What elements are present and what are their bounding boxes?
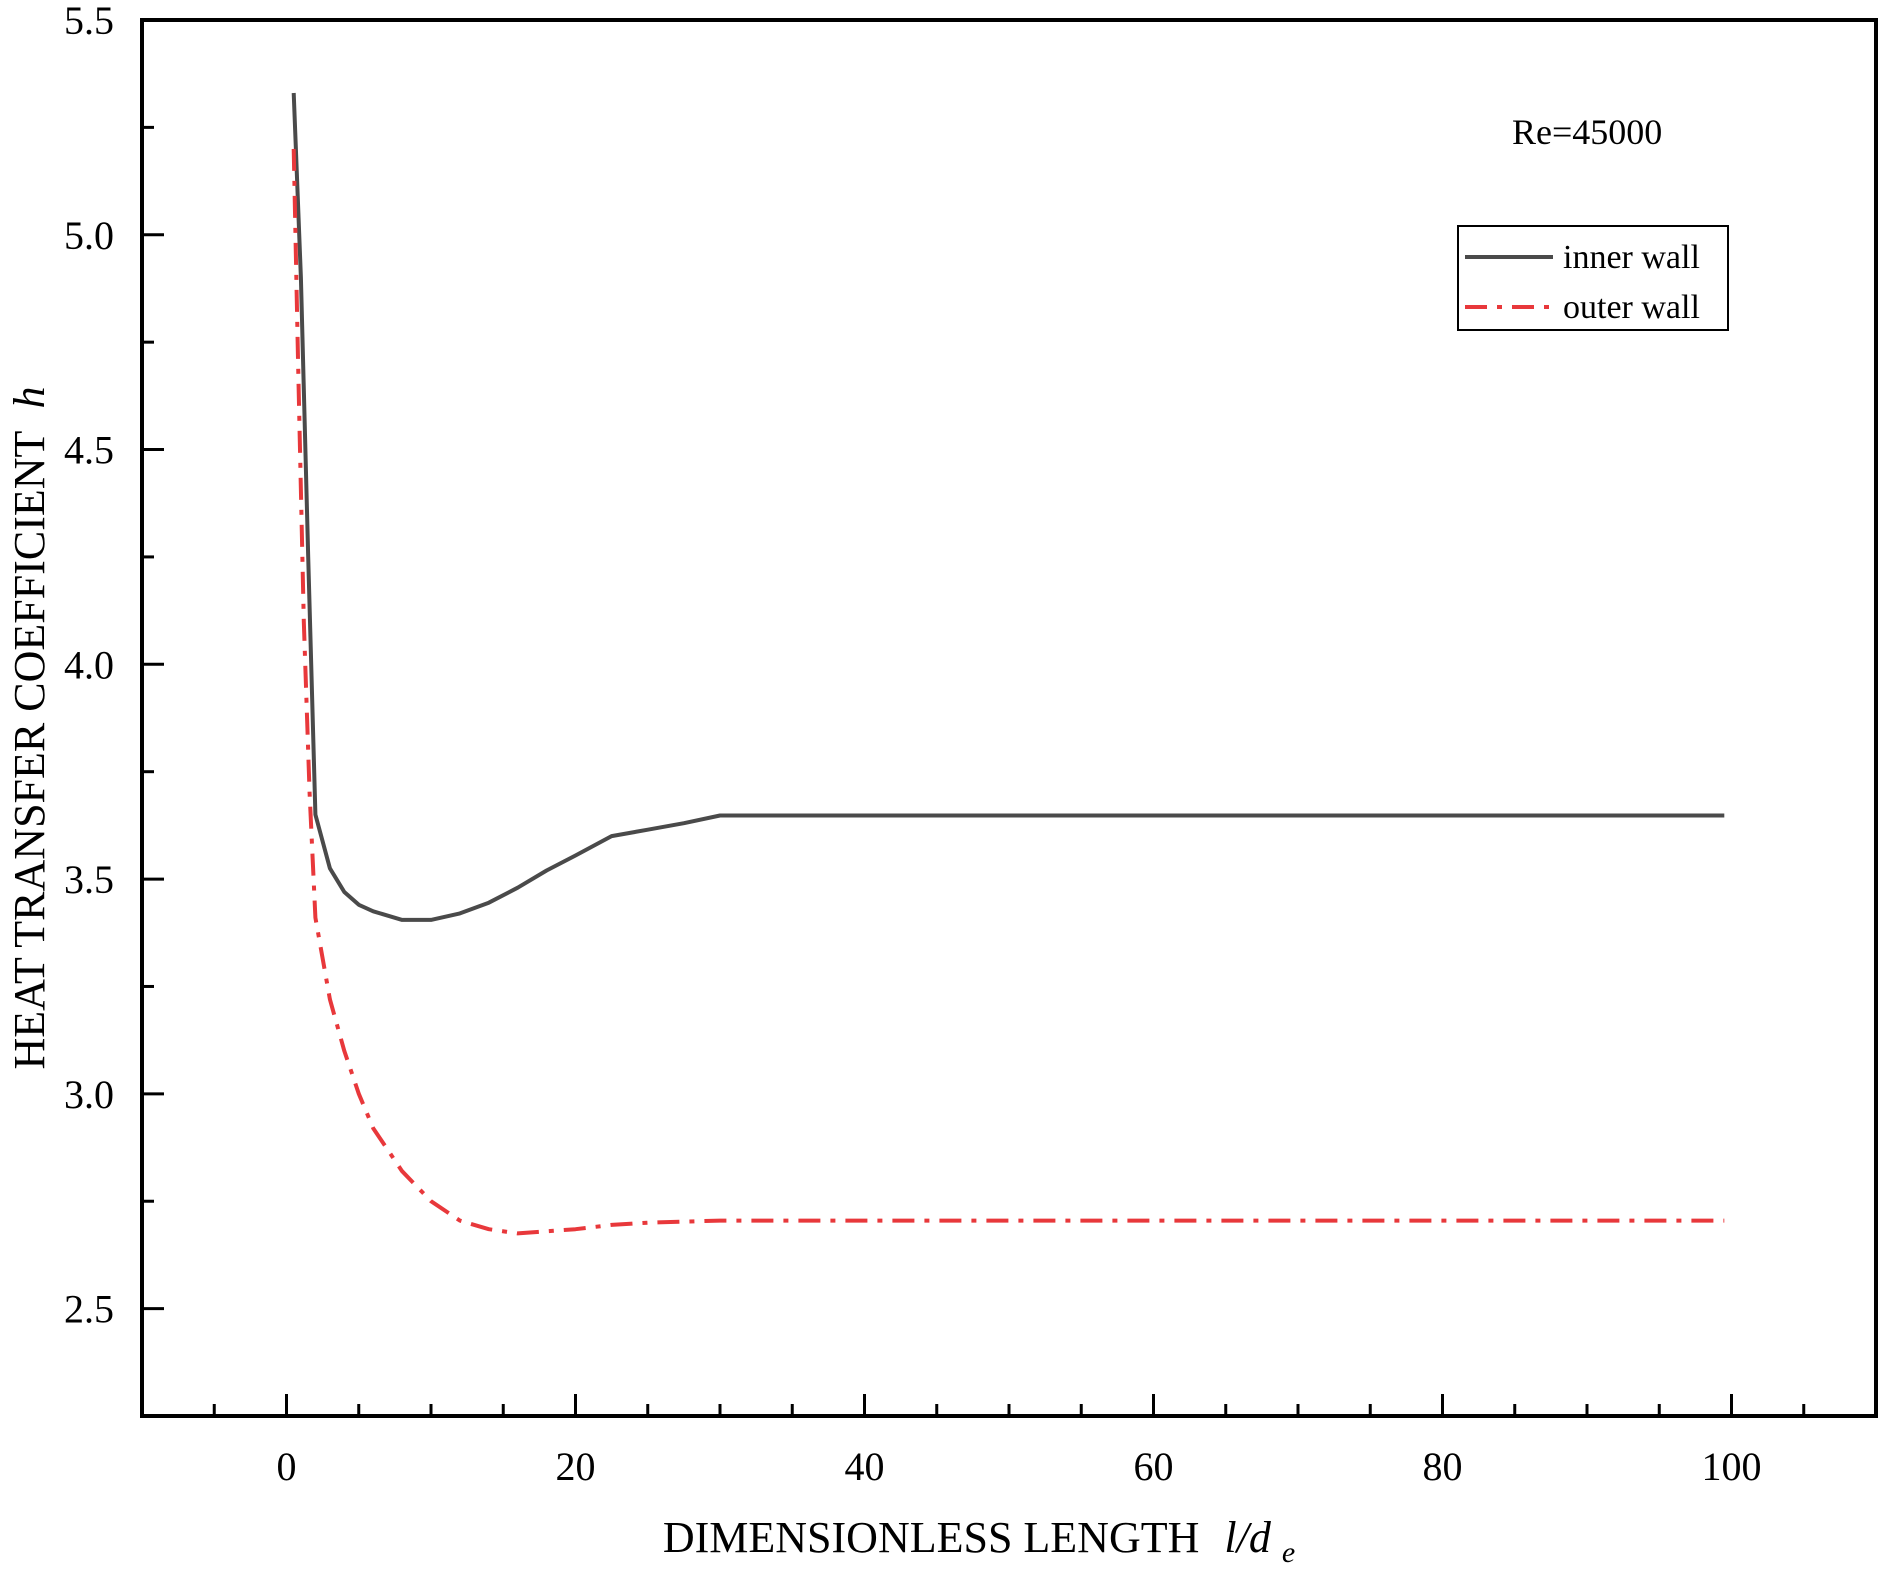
y-tick-label: 3.0 — [64, 1072, 114, 1117]
y-tick-label: 4.5 — [64, 428, 114, 473]
x-tick-label: 80 — [1423, 1444, 1463, 1489]
x-axis-title-text: DIMENSIONLESS LENGTH — [663, 1513, 1200, 1562]
y-axis-title: HEAT TRANSFER COEFFICIENT h — [5, 386, 54, 1069]
legend-label-inner-wall: inner wall — [1563, 239, 1700, 276]
y-axis-variable: h — [5, 386, 54, 408]
x-tick-label: 0 — [277, 1444, 297, 1489]
x-tick-label: 60 — [1134, 1444, 1174, 1489]
legend-label-outer-wall: outer wall — [1563, 289, 1700, 326]
series-line-inner-wall — [291, 92, 1725, 922]
x-axis-title: DIMENSIONLESS LENGTH l/d e — [663, 1513, 1295, 1569]
y-tick-label: 4.0 — [64, 642, 114, 687]
series-line-outer-wall — [291, 148, 1725, 1236]
y-tick-label: 5.0 — [64, 213, 114, 258]
y-tick-label: 3.5 — [64, 857, 114, 902]
legend-box — [1457, 225, 1729, 331]
y-tick-label: 2.5 — [64, 1287, 114, 1332]
y-axis-title-text: HEAT TRANSFER COEFFICIENT — [5, 431, 54, 1070]
legend: inner wall outer wall — [1457, 225, 1729, 331]
reynolds-annotation: Re=45000 — [1512, 112, 1662, 152]
x-axis-subscript: e — [1282, 1536, 1295, 1569]
y-tick-label: 5.5 — [64, 0, 114, 43]
x-tick-label: 20 — [556, 1444, 596, 1489]
x-tick-label: 100 — [1702, 1444, 1762, 1489]
x-axis-variable: l/d — [1224, 1513, 1271, 1562]
x-tick-label: 40 — [845, 1444, 885, 1489]
